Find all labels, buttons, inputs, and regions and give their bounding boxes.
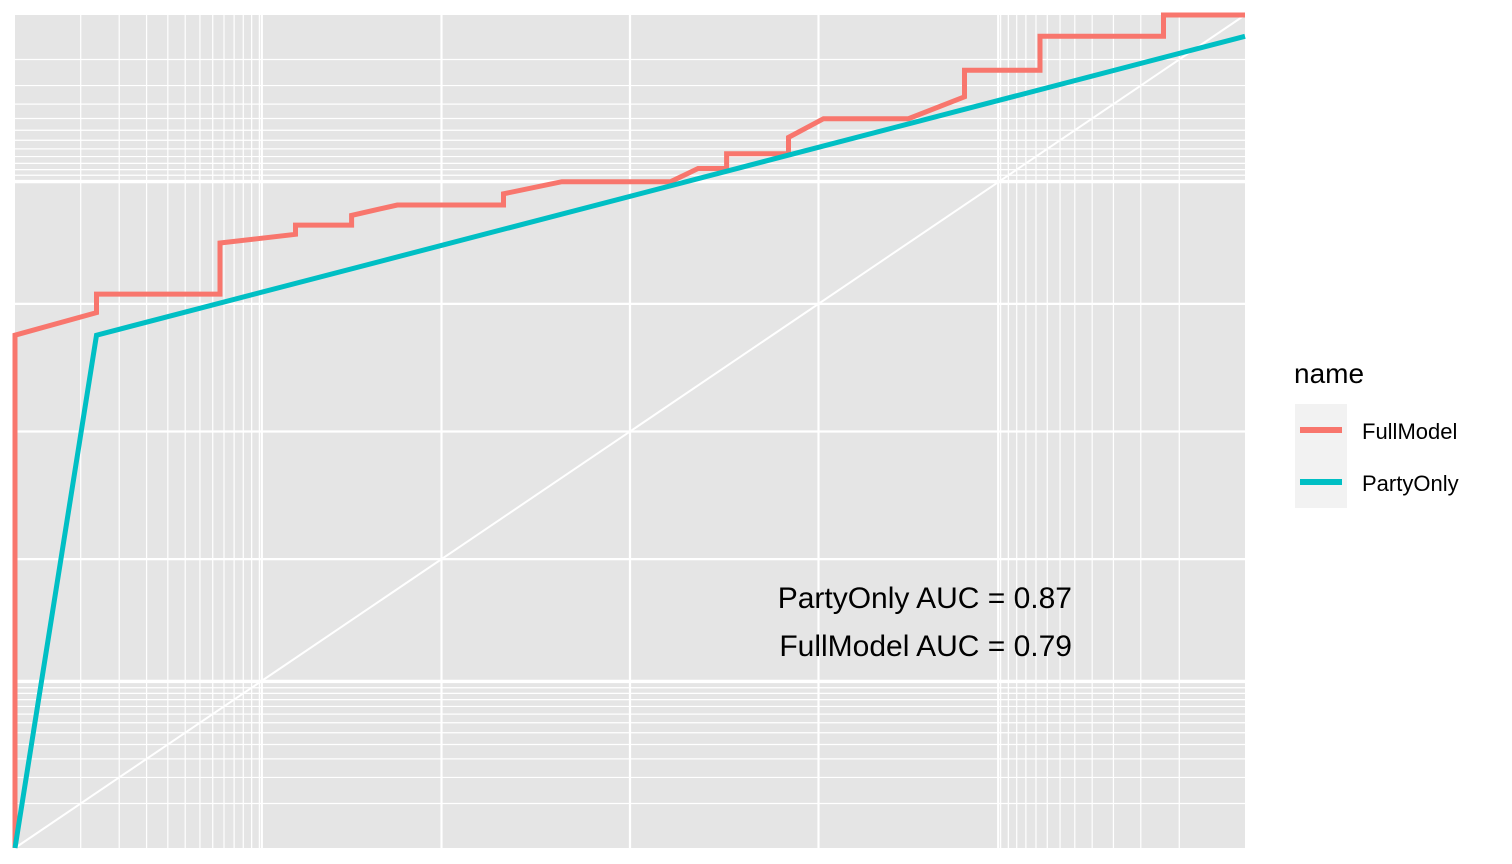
annotation-partyonly-auc: PartyOnly AUC = 0.87 [778, 582, 1072, 615]
series-line-partyonly [12, 33, 1246, 849]
series-layer [12, 12, 1246, 849]
series-line-fullmodel [12, 12, 1245, 848]
legend-label-fullmodel: FullModel [1362, 419, 1457, 444]
annotation-fullmodel-auc: FullModel AUC = 0.79 [779, 630, 1072, 663]
legend: name FullModel PartyOnly [1294, 358, 1459, 508]
reference-diagonal-line [14, 14, 1246, 849]
legend-label-partyonly: PartyOnly [1362, 471, 1459, 496]
legend-title: name [1294, 358, 1364, 389]
